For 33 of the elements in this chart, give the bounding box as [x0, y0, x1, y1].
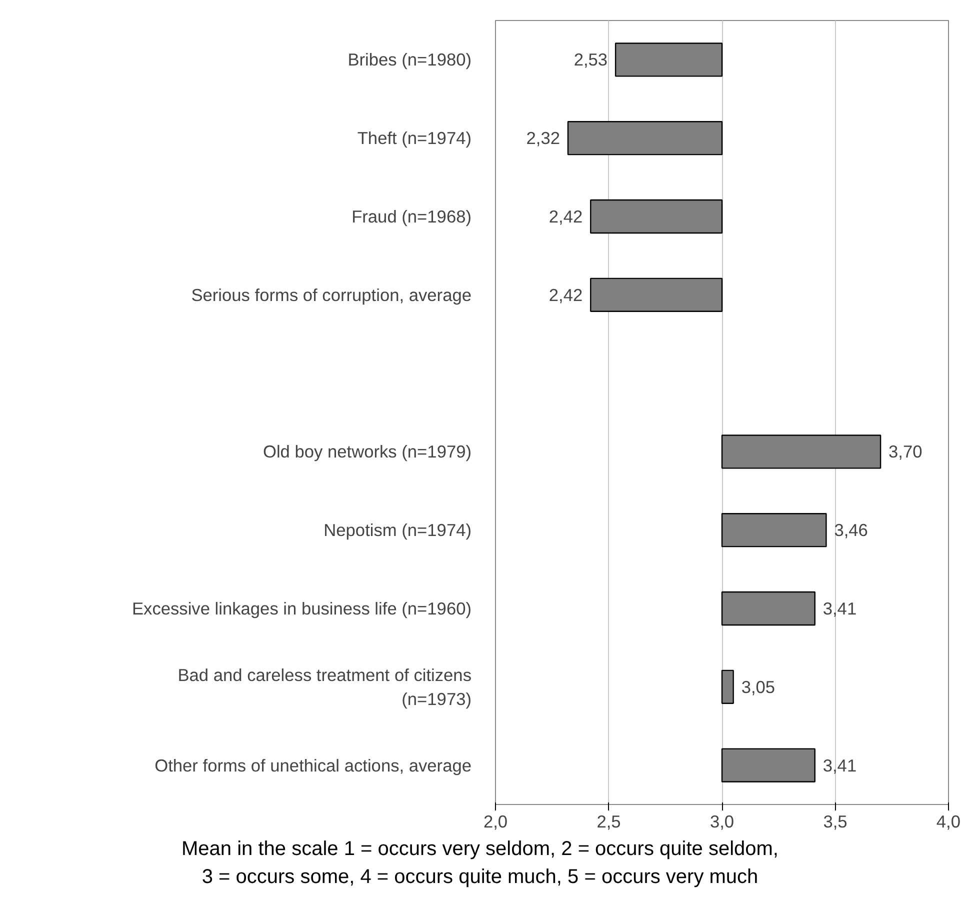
data-label: 3,46 [834, 520, 868, 540]
y-tick-label: Other forms of unethical actions, average [154, 755, 472, 776]
bar [567, 121, 723, 156]
bar [614, 42, 723, 77]
bar [721, 513, 827, 548]
x-axis-title: Mean in the scale 1 = occurs very seldom, 2 = occurs quite seldom, 3 = occurs some, 4 = occurs quite much, 5 = occurs very much [180, 837, 780, 890]
bar [721, 434, 882, 469]
bar [721, 748, 816, 782]
y-tick-label: Theft (n=1974) [357, 128, 472, 148]
y-tick-label: Bribes (n=1980) [348, 50, 472, 70]
data-label: 3,41 [822, 598, 857, 618]
bar [590, 278, 723, 312]
bar [590, 199, 723, 234]
y-tick-label: Nepotism (n=1974) [324, 520, 472, 540]
data-label: 2,42 [548, 284, 583, 305]
x-tick-label: 3,0 [710, 812, 734, 832]
bar [721, 591, 816, 626]
y-tick-label: Fraud (n=1968) [352, 206, 472, 226]
data-label: 3,05 [741, 676, 776, 697]
x-tick-label: 2,0 [483, 812, 508, 832]
y-tick-label: Excessive linkages in business life (n=1960) [132, 598, 472, 618]
y-tick-label: Old boy networks (n=1979) [262, 442, 472, 462]
data-label: 3,41 [822, 755, 857, 776]
y-tick-label: Serious forms of corruption, average [191, 284, 472, 305]
x-tick-label: 2,5 [596, 812, 621, 832]
y-tick-label: Bad and careless treatment of citizens (n=1973) [178, 664, 472, 709]
bar [721, 670, 734, 704]
data-label: 2,53 [574, 50, 608, 70]
data-label: 2,42 [548, 206, 583, 226]
x-tick-label: 4,0 [936, 812, 961, 832]
data-label: 2,32 [526, 128, 560, 148]
data-label: 3,70 [888, 442, 922, 462]
x-tick-label: 3,5 [823, 812, 848, 832]
